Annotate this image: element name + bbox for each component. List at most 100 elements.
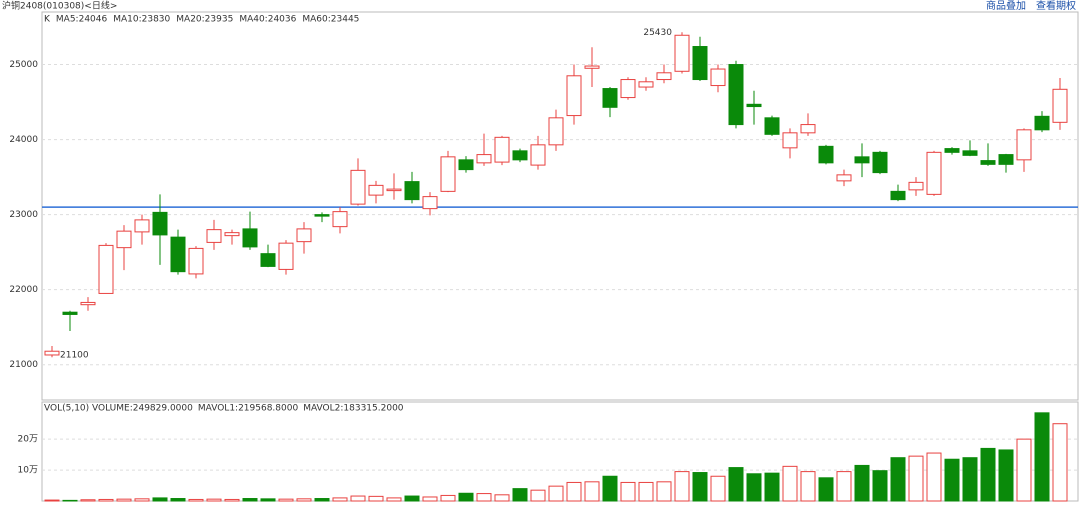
candle-body bbox=[926, 151, 942, 195]
volume-bar bbox=[620, 481, 636, 502]
candle-body bbox=[260, 253, 276, 267]
candle-body bbox=[782, 132, 798, 149]
volume-bar bbox=[134, 498, 150, 502]
volume-bar bbox=[242, 498, 258, 502]
volume-bar bbox=[188, 498, 204, 502]
candle-body bbox=[998, 154, 1014, 165]
y-tick-label: 24000 bbox=[9, 135, 38, 145]
volume-bar bbox=[782, 465, 798, 502]
candle-body bbox=[674, 34, 690, 72]
high-annotation: 25430 bbox=[643, 28, 672, 38]
candle-body bbox=[692, 46, 708, 81]
volume-bar bbox=[170, 498, 186, 502]
legend-entry: VOL(5,10) VOLUME:249829.0000 bbox=[44, 404, 193, 414]
volume-bar bbox=[332, 497, 348, 502]
candle-body bbox=[350, 169, 366, 205]
volume-bar bbox=[548, 485, 564, 502]
candle-body bbox=[224, 232, 240, 237]
legend-entry: MA60:23445 bbox=[302, 15, 359, 25]
volume-bar bbox=[728, 467, 744, 502]
candle-body bbox=[296, 228, 312, 243]
link[interactable]: 商品叠加 bbox=[986, 0, 1026, 12]
main-panel bbox=[41, 11, 1079, 401]
candle-body bbox=[458, 159, 474, 171]
candle-body bbox=[710, 68, 726, 87]
candle-body bbox=[764, 117, 780, 135]
volume-bar bbox=[278, 498, 294, 502]
volume-bar bbox=[422, 496, 438, 502]
candle-body bbox=[368, 184, 384, 196]
legend-entry: MAVOL2:183315.2000 bbox=[303, 404, 404, 414]
legend-entry: K bbox=[44, 15, 51, 25]
volume-bar bbox=[458, 492, 474, 502]
candle-body bbox=[548, 117, 564, 146]
candle-body bbox=[530, 144, 546, 166]
candle-body bbox=[134, 219, 150, 233]
candle-body bbox=[206, 229, 222, 243]
candle-body bbox=[602, 88, 618, 108]
candle-body bbox=[116, 230, 132, 249]
candle-body bbox=[818, 145, 834, 164]
volume-bar bbox=[260, 498, 276, 502]
volume-bar bbox=[62, 499, 78, 502]
volume-bar bbox=[530, 489, 546, 502]
candle-body bbox=[152, 211, 168, 236]
candle-body bbox=[854, 156, 870, 164]
candle-body bbox=[1016, 129, 1032, 161]
volume-bar bbox=[206, 498, 222, 502]
volume-bar bbox=[314, 498, 330, 502]
link[interactable]: 查看期权 bbox=[1036, 0, 1076, 12]
candle-body bbox=[656, 72, 672, 81]
volume-bar bbox=[566, 481, 582, 502]
y-tick-label: 20万 bbox=[18, 435, 38, 445]
volume-bar bbox=[890, 457, 906, 502]
y-tick-label: 23000 bbox=[9, 210, 38, 220]
volume-bar bbox=[602, 475, 618, 502]
candle-body bbox=[62, 311, 78, 315]
volume-bar bbox=[368, 495, 384, 502]
legend-entry: MA10:23830 bbox=[113, 15, 170, 25]
volume-bar bbox=[872, 470, 888, 502]
candle-body bbox=[494, 136, 510, 163]
volume-bar bbox=[512, 488, 528, 502]
candle-body bbox=[44, 350, 60, 356]
candle-body bbox=[278, 242, 294, 270]
y-tick-label: 25000 bbox=[9, 60, 38, 70]
volume-bar bbox=[710, 475, 726, 502]
legend-entry: MA20:23935 bbox=[176, 15, 233, 25]
volume-bar bbox=[926, 452, 942, 502]
candle-body bbox=[800, 124, 816, 134]
volume-bar bbox=[44, 499, 60, 502]
candle-body bbox=[728, 64, 744, 126]
candle-body bbox=[314, 214, 330, 217]
candle-body bbox=[332, 211, 348, 228]
volume-bar bbox=[116, 498, 132, 502]
volume-bar bbox=[818, 477, 834, 502]
volume-bar bbox=[746, 473, 762, 502]
y-tick-label: 21000 bbox=[9, 360, 38, 370]
volume-bar bbox=[476, 493, 492, 502]
volume-bar bbox=[386, 497, 402, 502]
volume-bar bbox=[1052, 423, 1068, 502]
candle-body bbox=[1052, 88, 1068, 123]
volume-bar bbox=[296, 498, 312, 502]
candle-body bbox=[80, 301, 96, 306]
candle-body bbox=[188, 247, 204, 275]
candle-body bbox=[476, 154, 492, 164]
volume-bar bbox=[440, 494, 456, 502]
volume-bar bbox=[764, 472, 780, 502]
legend-entry: MAVOL1:219568.8000 bbox=[198, 404, 299, 414]
candle-body bbox=[980, 160, 996, 165]
candle-body bbox=[242, 228, 258, 248]
legend-entry: MA5:24046 bbox=[56, 15, 108, 25]
candle-body bbox=[1034, 115, 1050, 131]
candle-body bbox=[944, 148, 960, 153]
volume-bar bbox=[584, 481, 600, 502]
y-tick-label: 10万 bbox=[18, 466, 38, 476]
y-tick-label: 22000 bbox=[9, 285, 38, 295]
volume-bar bbox=[944, 458, 960, 502]
volume-bar bbox=[494, 494, 510, 502]
low-annotation: 21100 bbox=[60, 351, 89, 361]
volume-bar bbox=[80, 499, 96, 502]
